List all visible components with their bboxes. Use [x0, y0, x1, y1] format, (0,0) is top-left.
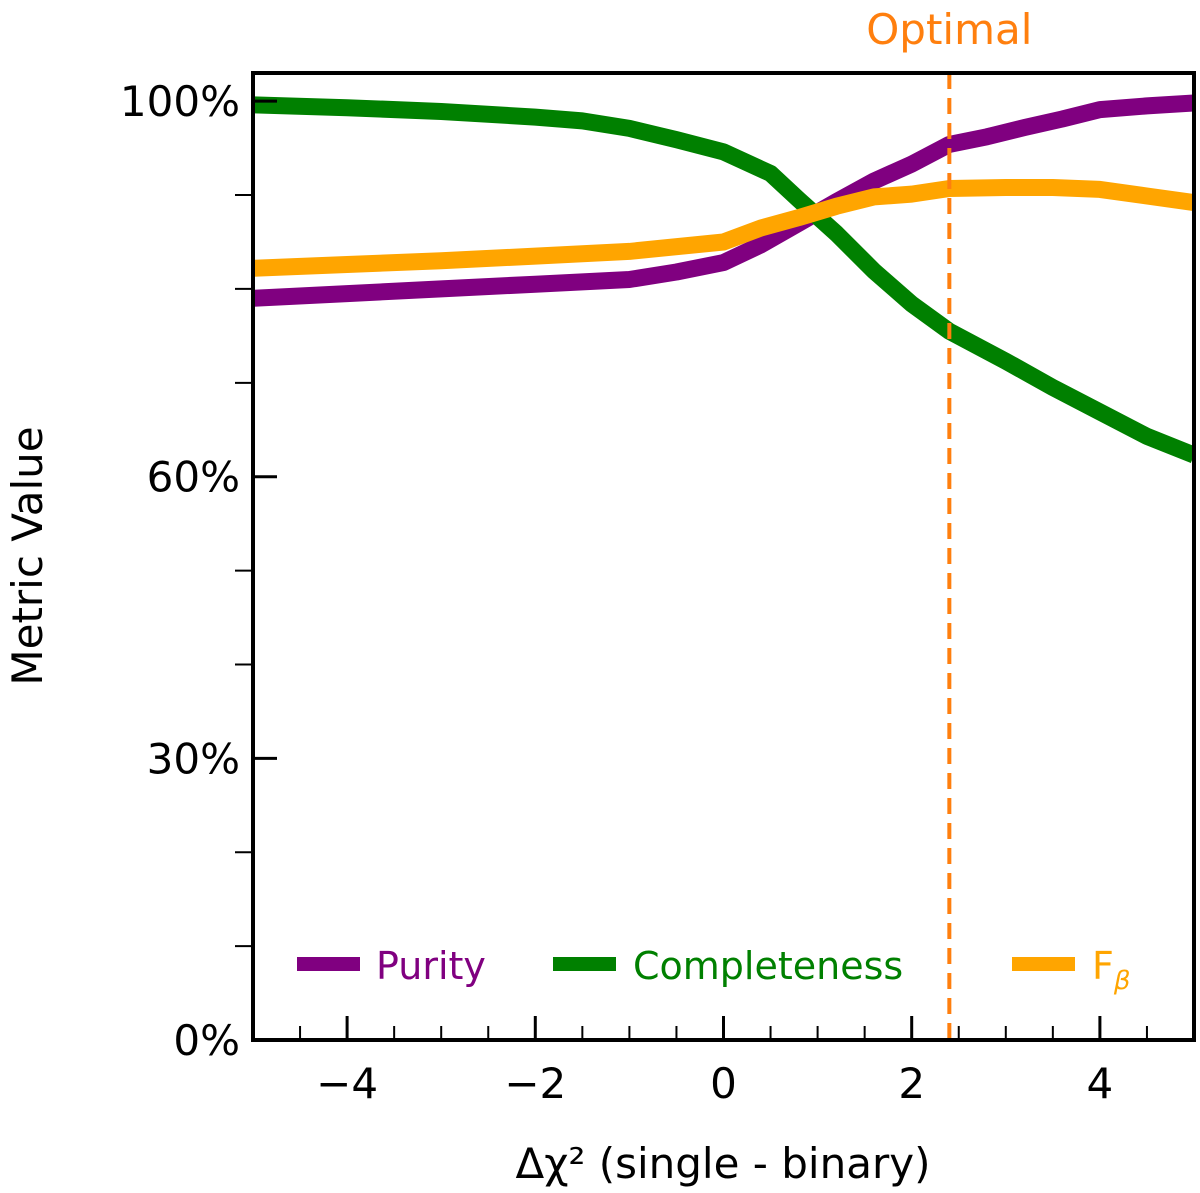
y-axis-label: Metric Value	[3, 426, 52, 685]
x-tick-label: −4	[316, 1059, 378, 1108]
x-tick-label: −2	[504, 1059, 566, 1108]
optimal-label: Optimal	[866, 5, 1032, 54]
series-line-2	[253, 179, 1194, 277]
legend-label-fbeta-sub: β	[1113, 966, 1131, 996]
optimal-annotation: Optimal	[866, 5, 1032, 1040]
series-line-1	[253, 96, 1194, 463]
y-tick-label: 100%	[120, 77, 240, 126]
x-tick-label: 0	[710, 1059, 737, 1108]
x-axis-label: Δχ² (single - binary)	[516, 1139, 931, 1188]
x-tick-label: 4	[1087, 1059, 1114, 1108]
series-layer	[253, 94, 1194, 463]
legend: Purity Completeness Fβ	[297, 944, 1130, 996]
y-tick-label: 60%	[147, 453, 240, 502]
x-axis-ticks: −4 −2 0 2 4	[299, 1016, 1148, 1108]
legend-label-purity: Purity	[376, 944, 486, 988]
y-axis-ticks: 0% 30% 60% 100%	[120, 77, 277, 1065]
legend-label-completeness: Completeness	[633, 944, 903, 988]
y-tick-label: 30%	[147, 734, 240, 783]
y-tick-label: 0%	[173, 1016, 240, 1065]
plot-frame	[251, 71, 1196, 1042]
x-tick-label: 2	[898, 1059, 925, 1108]
legend-label-fbeta: Fβ	[1092, 944, 1130, 996]
legend-label-fbeta-main: F	[1092, 944, 1114, 988]
